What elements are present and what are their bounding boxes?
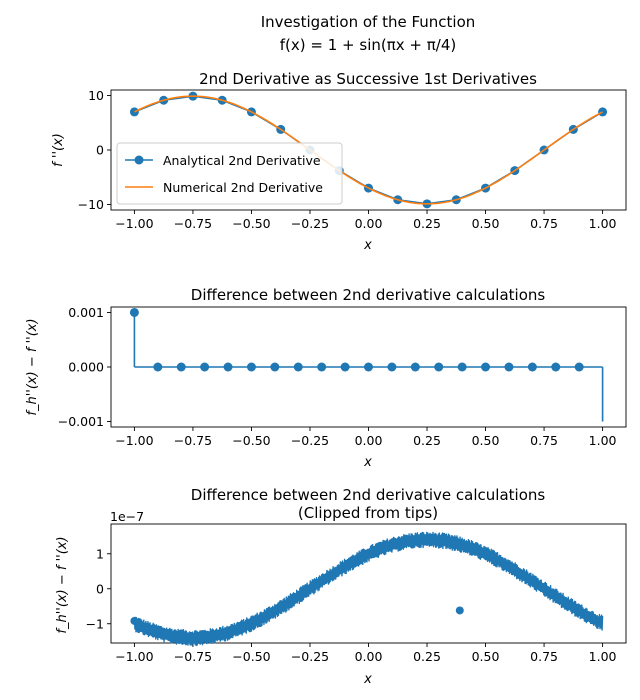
panel-2-xtick-label: −1.00	[115, 433, 153, 448]
panel-1-ytick-label: 0	[96, 143, 104, 158]
legend: Analytical 2nd Derivative Numerical 2nd …	[116, 142, 343, 205]
panel-2-plot-area: −1.00 −0.75 −0.50 −0.25 0.00 0.25 0.50 0.75 1.00…	[58, 305, 627, 448]
stem-marker	[246, 362, 256, 372]
panel-1-xtick-label: 0.00	[355, 216, 383, 231]
panel-3: Difference between 2nd derivative calcul…	[55, 486, 627, 687]
clipped-difference-marker	[130, 616, 139, 625]
analytical-point	[598, 107, 608, 117]
stem-marker	[504, 362, 514, 372]
panel-2-xtick-label: −0.25	[291, 433, 329, 448]
clipped-difference-marker	[177, 629, 186, 638]
panel-3-title-line1: Difference between 2nd derivative calcul…	[191, 486, 546, 504]
legend-analytical-label: Analytical 2nd Derivative	[163, 153, 321, 168]
stem-marker	[129, 307, 139, 317]
stem-marker	[293, 362, 303, 372]
panel-2-ytick-label: 0.000	[68, 360, 104, 375]
stem-marker	[176, 362, 186, 372]
panel-1-ytick-label: 10	[88, 88, 104, 103]
panel-2-xtick-label: 0.00	[355, 433, 383, 448]
panel-3-xtick-label: 0.25	[413, 649, 441, 664]
panel-2-xtick-label: 0.25	[413, 433, 441, 448]
panel-1-xtick-label: 0.50	[472, 216, 500, 231]
panel-3-xtick-label: 0.50	[472, 649, 500, 664]
panel-3-xlabel: x	[363, 672, 372, 687]
panel-1: 2nd Derivative as Successive 1st Derivat…	[51, 70, 627, 253]
panel-2-title: Difference between 2nd derivative calcul…	[191, 286, 546, 304]
panel-3-ytick-label: 1	[96, 546, 104, 561]
panel-1-title: 2nd Derivative as Successive 1st Derivat…	[199, 70, 537, 88]
panel-1-xlabel: x	[363, 238, 372, 253]
stem-marker	[223, 362, 233, 372]
clipped-difference-marker	[455, 606, 464, 615]
panel-3-offset-text: 1e−7	[110, 509, 144, 524]
panel-2-xtick-label: −0.50	[232, 433, 270, 448]
panel-3-xtick-label: 0.00	[355, 649, 383, 664]
panel-1-xtick-label: 1.00	[589, 216, 617, 231]
clipped-difference-band	[133, 531, 604, 647]
panel-1-xtick-label: −0.75	[174, 216, 212, 231]
panel-1-xtick-label: −0.25	[291, 216, 329, 231]
panel-3-xtick-label: −0.25	[291, 649, 329, 664]
stem-marker	[153, 362, 163, 372]
stem-marker	[481, 362, 491, 372]
stem-marker	[551, 362, 561, 372]
panel-3-plot-area: −1.00 −0.75 −0.50 −0.25 0.00 0.25 0.50 0.75 1.00…	[86, 523, 627, 664]
panel-2-xtick-label: 0.75	[530, 433, 558, 448]
panel-3-xtick-label: −0.75	[174, 649, 212, 664]
stem-marker	[364, 362, 373, 372]
panel-3-xtick-label: 0.75	[530, 649, 558, 664]
panel-3-xtick-label: −1.00	[115, 649, 153, 664]
panel-2-ytick-label: 0.001	[68, 305, 104, 320]
panel-3-title-line2: (Clipped from tips)	[298, 504, 438, 522]
stem-marker	[200, 362, 210, 372]
panel-1-ylabel: f ''(x)	[51, 133, 66, 167]
panel-3-ylabel: f_h''(x) − f ''(x)	[55, 536, 70, 633]
numerical-series-line	[134, 95, 603, 205]
panel-1-xtick-label: 0.75	[530, 216, 558, 231]
stem-marker	[457, 362, 467, 372]
stem-marker	[340, 362, 350, 372]
stem-marker	[387, 362, 397, 372]
panel-1-plot-area: −1.00 −0.75 −0.50 −0.25 0.00 0.25 0.50 0.75 1.00…	[78, 88, 627, 231]
panel-3-ytick-label: 0	[96, 581, 104, 596]
figure-title-line1: Investigation of the Function	[261, 13, 476, 31]
panel-2-xtick-label: 0.50	[472, 433, 500, 448]
legend-box	[116, 142, 343, 205]
panel-3-frame	[110, 523, 627, 644]
panel-3-ytick-label: −1	[86, 616, 104, 631]
panel-3-xtick-label: −0.50	[232, 649, 270, 664]
stem-marker	[574, 362, 584, 372]
stem-marker	[317, 362, 327, 372]
stem-marker	[410, 362, 420, 372]
figure-title-line2: f(x) = 1 + sin(πx + π/4)	[280, 36, 456, 54]
panel-1-xtick-label: 0.25	[413, 216, 441, 231]
panel-1-xtick-label: −1.00	[115, 216, 153, 231]
stem-marker	[434, 362, 444, 372]
legend-analytical-marker	[134, 155, 144, 165]
panel-2: Difference between 2nd derivative calcul…	[25, 286, 627, 470]
panel-3-xtick-label: 1.00	[589, 649, 617, 664]
stem-marker	[270, 362, 280, 372]
panel-2-ylabel: f_h''(x) − f ''(x)	[25, 318, 40, 415]
panel-2-xtick-label: 1.00	[589, 433, 617, 448]
panel-1-ytick-label: −10	[78, 197, 104, 212]
stem-marker	[527, 362, 537, 372]
panel-2-xlabel: x	[363, 455, 372, 470]
panel-2-ytick-label: −0.001	[58, 414, 104, 429]
legend-numerical-label: Numerical 2nd Derivative	[163, 180, 323, 195]
panel-1-xtick-label: −0.50	[232, 216, 270, 231]
panel-2-xtick-label: −0.75	[174, 433, 212, 448]
